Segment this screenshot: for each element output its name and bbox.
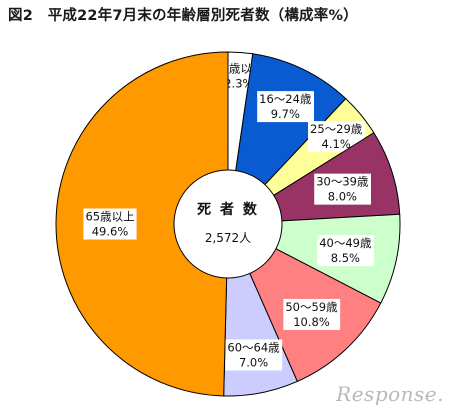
slice-name-label: 60～64歳 xyxy=(227,341,280,355)
slice-name-label: 65歳以上 xyxy=(85,210,134,224)
label-background xyxy=(283,298,341,330)
label-background xyxy=(225,339,283,371)
slice-name-label: 30～39歳 xyxy=(316,175,369,189)
slice-value-label: 9.7% xyxy=(271,107,300,121)
center-label: 死 者 数 xyxy=(196,201,259,218)
center-value: 2,572人 xyxy=(205,231,251,245)
slice-name-label: 40～49歳 xyxy=(319,236,372,250)
slice-value-label: 7.0% xyxy=(239,356,268,370)
slice-value-label: 8.5% xyxy=(331,251,360,265)
slice-value-label: 49.6% xyxy=(92,225,129,239)
label-background xyxy=(317,235,374,267)
response-logo: Response. xyxy=(336,382,444,406)
slice-name-label: 50～59歳 xyxy=(285,300,338,314)
slice-value-label: 8.0% xyxy=(328,190,357,204)
slice-name-label: 25～29歳 xyxy=(310,122,363,136)
slice-value-label: 2.3% xyxy=(224,76,253,90)
slice-value-label: 10.8% xyxy=(293,315,330,329)
slice-name-label: 16～24歳 xyxy=(259,92,312,106)
label-background xyxy=(314,173,371,205)
center-hole xyxy=(173,169,283,279)
label-background xyxy=(257,91,314,123)
pie-slice-65 xyxy=(55,51,229,397)
label-background xyxy=(83,208,137,240)
slice-value-label: 4.1% xyxy=(322,137,351,151)
chart-title: 図2 平成22年7月末の年齢層別死者数（構成率%） xyxy=(8,8,358,24)
